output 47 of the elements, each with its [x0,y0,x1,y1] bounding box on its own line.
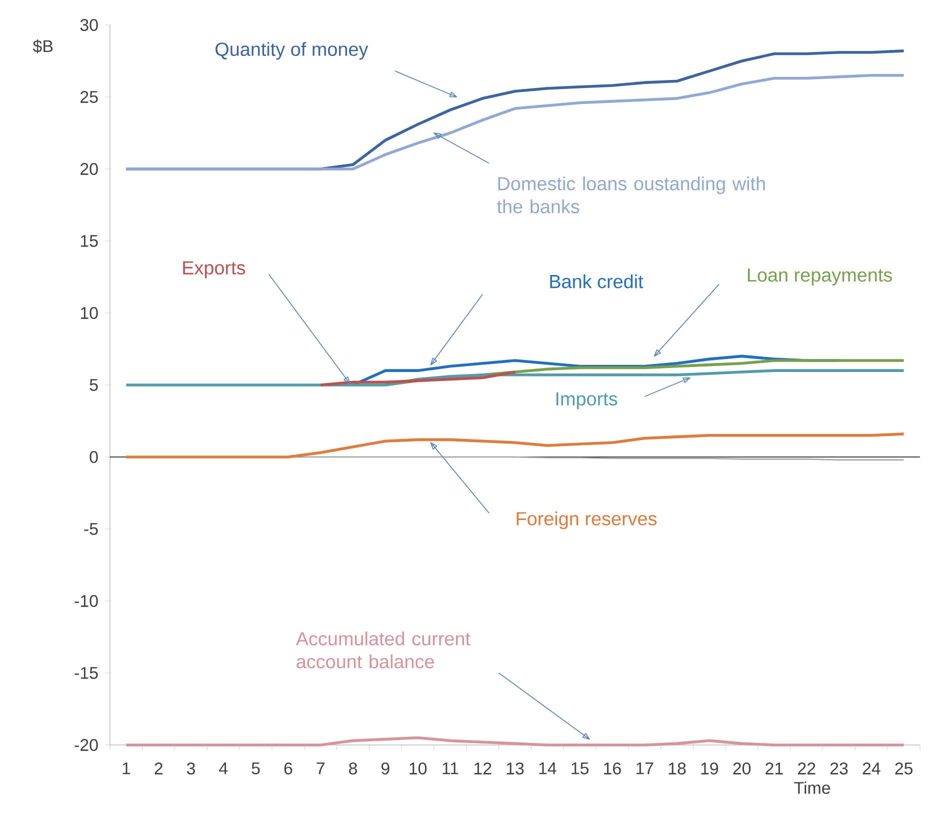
text: Domestic loans oustanding with the banks [497,176,765,214]
x-tick-label: 6 [284,762,292,774]
x-tick-label: 21 [766,762,783,774]
y-tick-label: 0 [90,450,98,463]
x-tick-label: 1 [122,762,130,774]
y-tick-label: 5 [90,379,98,391]
x-tick-label: 2 [154,762,162,774]
x-tick-label: 9 [381,762,390,774]
text: Exports [183,261,246,278]
text: Bank credit [550,274,644,288]
x-tick-label: 18 [668,762,686,774]
x-tick-label: 10 [410,762,427,774]
x-tick-label: 3 [186,762,195,774]
y-tick-label: 15 [80,235,98,247]
y-tick-label: -20 [74,738,98,751]
y-tick-label: 30 [80,18,98,31]
x-tick-label: 24 [862,762,880,774]
x-tick-label: 5 [252,762,260,774]
x-tick-label: 12 [474,762,492,774]
x-tick-label: 16 [604,762,621,774]
y-tick-label: 25 [80,90,98,103]
text: Foreign reserves [516,512,657,530]
x-tick-label: 11 [442,762,458,774]
text: Loan repayments [748,268,892,286]
line-series [319,370,516,386]
y-tick-label: 10 [80,306,98,319]
x-tick-label: 14 [539,762,556,774]
x-tick-label: 13 [506,762,524,774]
x-tick-label: 20 [733,762,751,774]
x-axis-title: Time [794,782,830,794]
x-tick-label: 8 [349,762,357,774]
y-tick-label: -5 [84,523,98,535]
x-tick-label: 17 [636,762,654,774]
y-axis-title: $B [32,40,53,54]
x-tick-label: 4 [219,762,228,774]
x-tick-label: 22 [798,762,816,774]
text: Accumulated current account balance [296,632,470,668]
x-tick-label: 15 [572,762,589,774]
x-tick-label: 7 [316,762,324,774]
text: Quantity of money [216,42,368,60]
y-tick-label: -15 [74,667,98,679]
series-label: Imports [556,392,618,410]
x-tick-label: 23 [830,762,848,774]
x-tick-label: 25 [895,762,913,774]
x-tick-label: 19 [701,762,718,774]
y-tick-label: 20 [80,162,98,175]
y-tick-label: -10 [74,594,98,607]
